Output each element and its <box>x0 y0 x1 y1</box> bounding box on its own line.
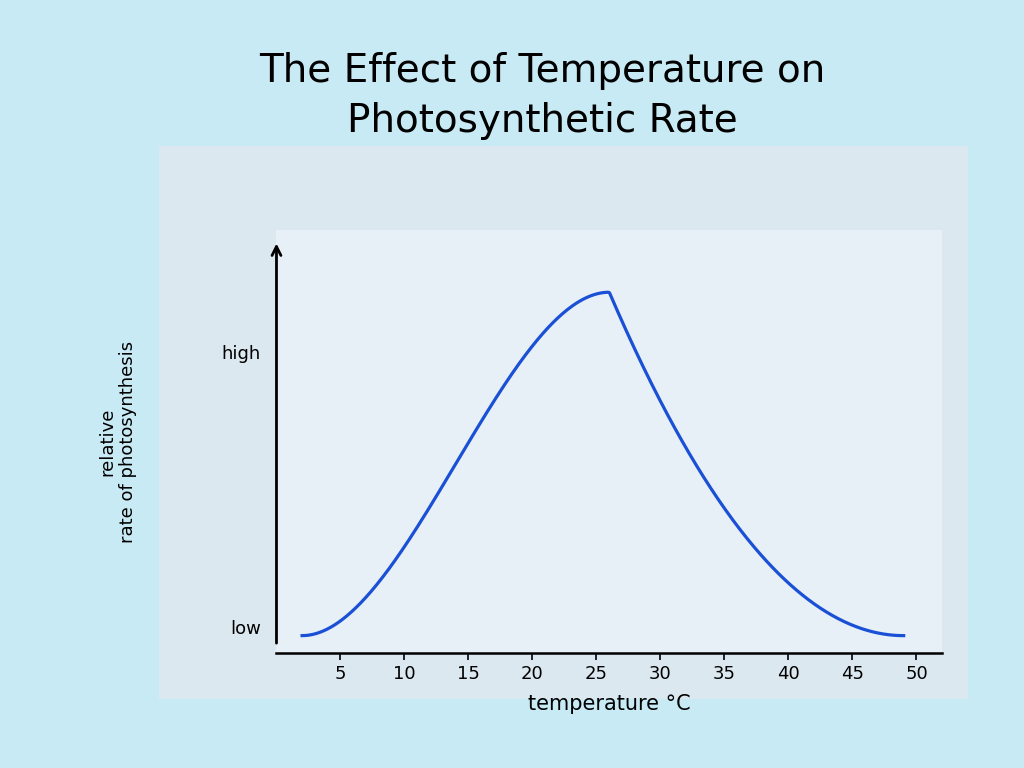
X-axis label: temperature °C: temperature °C <box>528 694 690 713</box>
Text: high: high <box>222 345 261 363</box>
Text: relative
rate of photosynthesis: relative rate of photosynthesis <box>98 340 137 543</box>
Text: The Effect of Temperature on
Photosynthetic Rate: The Effect of Temperature on Photosynthe… <box>260 52 825 140</box>
Text: low: low <box>230 620 261 637</box>
